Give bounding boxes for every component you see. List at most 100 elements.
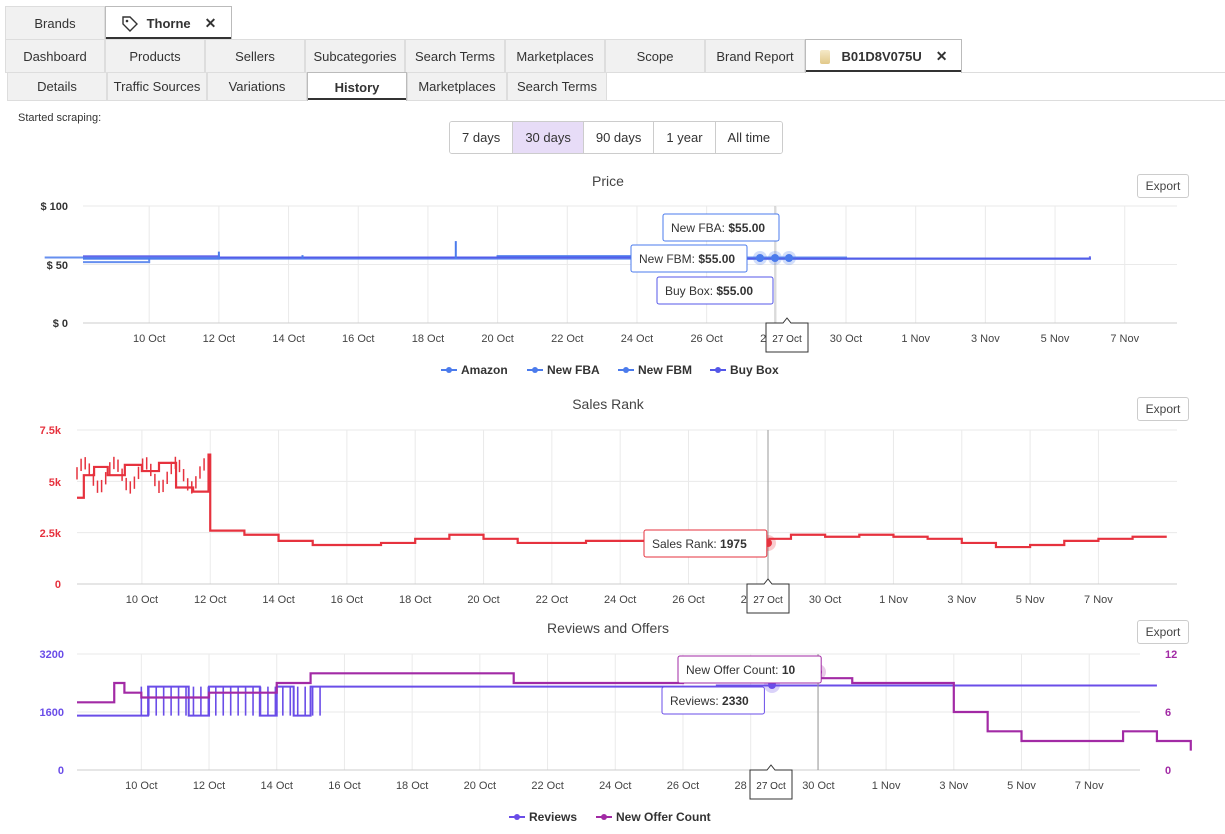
legend-marker xyxy=(446,367,452,373)
tooltip-box xyxy=(630,244,748,273)
legend-marker xyxy=(601,814,607,820)
x-tick-label: 14 Oct xyxy=(262,594,294,606)
y-tick-label: $ 50 xyxy=(47,260,68,272)
tab-label: Subcategories xyxy=(313,48,397,64)
tooltip-buy-box: Buy Box: $55.00 xyxy=(656,276,774,305)
tab-marketplaces[interactable]: Marketplaces xyxy=(505,39,605,72)
tab-label: Brands xyxy=(34,15,76,31)
x-tick-label: 12 Oct xyxy=(194,594,226,606)
tab-label: Details xyxy=(37,79,77,94)
hover-date-text: 27 Oct xyxy=(756,781,786,792)
tab-label: History xyxy=(334,79,380,95)
x-tick-label: 16 Oct xyxy=(331,594,363,606)
x-tick-label: 1 Nov xyxy=(901,333,930,345)
tab-sellers[interactable]: Sellers xyxy=(205,39,305,72)
tooltip-box xyxy=(656,276,774,305)
sales-rank-export-button[interactable]: Export xyxy=(1137,397,1189,421)
y-tick-label: 7.5k xyxy=(40,425,62,437)
reviews-export-button[interactable]: Export xyxy=(1137,620,1189,644)
x-tick-label: 10 Oct xyxy=(126,594,158,606)
tab-traffic-sources[interactable]: Traffic Sources xyxy=(107,72,207,100)
x-tick-label: 14 Oct xyxy=(261,780,293,792)
x-tick-label: 22 Oct xyxy=(531,780,563,792)
tab-label: Marketplaces xyxy=(418,79,496,94)
legend-marker xyxy=(715,367,721,373)
legend-marker xyxy=(532,367,538,373)
main-tab-bar: Dashboard Products Sellers Subcategories… xyxy=(5,39,1225,73)
period-1-year[interactable]: 1 year xyxy=(653,122,715,153)
tab-subcategories[interactable]: Subcategories xyxy=(305,39,405,72)
close-icon[interactable]: ✕ xyxy=(204,15,217,31)
x-tick-label: 20 Oct xyxy=(481,333,513,345)
price-series-line xyxy=(83,255,1091,260)
legend-label: Reviews xyxy=(529,810,577,824)
tab-label: Search Terms xyxy=(517,79,597,94)
x-tick-label: 24 Oct xyxy=(621,333,653,345)
tab-label: Scope xyxy=(636,48,674,64)
started-scraping-label: Started scraping: xyxy=(18,112,102,124)
x-tick-label: 10 Oct xyxy=(125,780,157,792)
y-tick-label-left: 1600 xyxy=(40,707,64,719)
sales-rank-hover-date: 27 Oct xyxy=(746,578,790,614)
tab-product[interactable]: B01D8V075U ✕ xyxy=(805,39,962,73)
y-tick-label-right: 0 xyxy=(1165,765,1171,777)
tab-products[interactable]: Products xyxy=(105,39,205,72)
tab-scope[interactable]: Scope xyxy=(605,39,705,72)
period-all-time[interactable]: All time xyxy=(714,122,783,153)
tab-sub-marketplaces[interactable]: Marketplaces xyxy=(407,72,507,100)
tooltip-text: Reviews: 2330 xyxy=(670,694,749,708)
reviews-noise xyxy=(140,686,321,716)
y-tick-label-left: 0 xyxy=(58,765,64,777)
price-chart-title: Price xyxy=(592,173,624,189)
tab-sub-search-terms[interactable]: Search Terms xyxy=(507,72,607,100)
y-tick-label: 5k xyxy=(49,477,62,489)
tooltip-text: New Offer Count: 10 xyxy=(686,663,796,677)
tab-variations[interactable]: Variations xyxy=(207,72,307,100)
tooltip-box xyxy=(661,686,765,715)
x-tick-label: 1 Nov xyxy=(879,594,908,606)
x-tick-label: 5 Nov xyxy=(1041,333,1070,345)
y-tick-label: $ 0 xyxy=(53,318,68,330)
hover-marker xyxy=(756,254,764,262)
legend-label: New FBA xyxy=(547,363,600,377)
tooltip-sales-rank: Sales Rank: 1975 xyxy=(643,529,768,558)
legend-label: New FBM xyxy=(638,363,692,377)
y-tick-label-left: 3200 xyxy=(40,649,64,661)
x-tick-label: 3 Nov xyxy=(947,594,976,606)
x-tick-label: 18 Oct xyxy=(412,333,444,345)
tab-history[interactable]: History xyxy=(307,72,407,101)
tab-thorne[interactable]: Thorne ✕ xyxy=(105,6,232,40)
y-tick-label-right: 6 xyxy=(1165,707,1171,719)
x-tick-label: 18 Oct xyxy=(399,594,431,606)
tab-label: B01D8V075U xyxy=(841,49,922,64)
price-export-button[interactable]: Export xyxy=(1137,174,1189,198)
x-tick-label: 5 Nov xyxy=(1007,780,1036,792)
active-tab-underline xyxy=(308,98,406,100)
x-tick-label: 30 Oct xyxy=(809,594,841,606)
legend-label: New Offer Count xyxy=(616,810,711,824)
x-tick-label: 22 Oct xyxy=(536,594,568,606)
tab-dashboard[interactable]: Dashboard xyxy=(5,39,105,72)
tab-details[interactable]: Details xyxy=(7,72,107,100)
tab-brands[interactable]: Brands xyxy=(5,6,105,39)
hover-marker xyxy=(785,254,793,262)
hover-date-text: 27 Oct xyxy=(753,595,783,606)
product-thumbnail-icon xyxy=(819,49,830,64)
tab-label: Sellers xyxy=(235,48,275,64)
tab-brand-report[interactable]: Brand Report xyxy=(705,39,805,72)
period-30-days[interactable]: 30 days xyxy=(512,122,583,153)
tooltip-text: Sales Rank: 1975 xyxy=(652,537,747,551)
period-90-days[interactable]: 90 days xyxy=(582,122,654,153)
x-tick-label: 3 Nov xyxy=(971,333,1000,345)
tab-search-terms[interactable]: Search Terms xyxy=(405,39,505,72)
close-icon[interactable]: ✕ xyxy=(935,48,948,64)
period-7-days[interactable]: 7 days xyxy=(450,122,513,153)
tab-label: Variations xyxy=(228,79,286,94)
y-tick-label: 2.5k xyxy=(40,528,62,540)
tooltip-box xyxy=(677,655,822,684)
x-tick-label: 16 Oct xyxy=(342,333,374,345)
x-tick-label: 7 Nov xyxy=(1075,780,1104,792)
hover-marker xyxy=(771,254,779,262)
x-tick-label: 24 Oct xyxy=(604,594,636,606)
